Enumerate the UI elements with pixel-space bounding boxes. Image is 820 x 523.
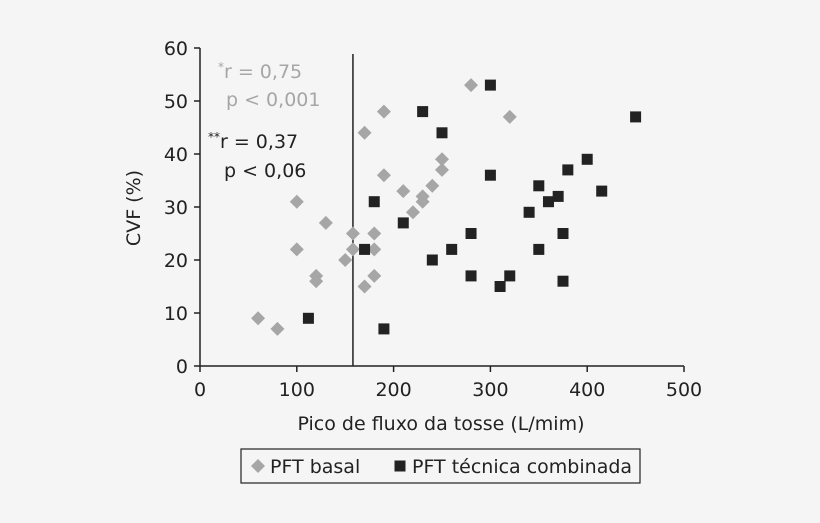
legend-marker-diamond bbox=[251, 459, 265, 473]
data-point-square bbox=[596, 185, 608, 197]
data-point-square bbox=[542, 196, 554, 208]
data-point-diamond bbox=[367, 268, 382, 283]
data-point-square bbox=[533, 180, 545, 192]
data-point-diamond bbox=[345, 242, 360, 257]
annotations: *r = 0,75 p < 0,001 **r = 0,37 p < 0,06 bbox=[208, 60, 320, 182]
x-tick-label: 100 bbox=[279, 379, 315, 401]
legend-label: PFT técnica combinada bbox=[412, 456, 632, 478]
annotation-asterisk: ** bbox=[208, 130, 220, 144]
data-point-square bbox=[436, 127, 448, 139]
data-point-square bbox=[557, 228, 569, 239]
annotation-r-text: r = 0,37 bbox=[220, 131, 298, 153]
axes: 0 10 20 30 40 50 60 0 100 200 300 400 500 bbox=[164, 38, 702, 401]
data-point-square bbox=[552, 190, 564, 202]
data-point-square bbox=[426, 254, 438, 266]
y-tick-label: 40 bbox=[164, 144, 188, 166]
y-axis-title: CVF (%) bbox=[123, 170, 145, 246]
data-point-square bbox=[494, 281, 506, 292]
data-point-square bbox=[523, 206, 535, 218]
series-pft-tecnica-combinada bbox=[302, 79, 642, 335]
y-tick-label: 20 bbox=[164, 250, 188, 272]
data-point-diamond bbox=[396, 184, 411, 199]
data-point-diamond bbox=[357, 279, 372, 294]
legend-marker-square bbox=[394, 460, 406, 472]
data-point-diamond bbox=[464, 78, 479, 93]
data-point-square bbox=[581, 153, 593, 165]
data-point-diamond bbox=[289, 194, 304, 209]
data-point-diamond bbox=[309, 274, 324, 289]
data-point-diamond bbox=[357, 125, 372, 140]
data-point-diamond bbox=[435, 162, 449, 177]
data-point-diamond bbox=[425, 178, 440, 193]
data-point-diamond bbox=[415, 194, 430, 209]
data-point-square bbox=[446, 243, 458, 255]
data-point-square bbox=[417, 106, 429, 118]
data-point-diamond bbox=[502, 109, 517, 124]
data-point-diamond bbox=[367, 226, 382, 241]
y-tick-label: 30 bbox=[164, 197, 188, 219]
data-point-square bbox=[504, 270, 516, 282]
y-tick-label: 10 bbox=[164, 303, 188, 325]
data-point-square bbox=[397, 217, 409, 229]
annotation-asterisk: * bbox=[218, 60, 224, 74]
data-point-square bbox=[533, 243, 545, 255]
x-tick-label: 300 bbox=[472, 379, 508, 401]
data-point-square bbox=[465, 270, 477, 282]
data-point-square bbox=[378, 323, 390, 335]
y-tick-label: 60 bbox=[164, 38, 188, 60]
legend: PFT basal PFT técnica combinada bbox=[240, 448, 641, 484]
annotation-p-value: p < 0,06 bbox=[224, 160, 306, 182]
x-tick-label: 0 bbox=[194, 379, 206, 401]
data-points bbox=[251, 78, 642, 336]
x-axis-title: Pico de fluxo da tosse (L/mim) bbox=[297, 413, 584, 435]
data-point-square bbox=[630, 111, 642, 123]
x-tick-label: 500 bbox=[666, 379, 702, 401]
data-point-square bbox=[484, 79, 496, 91]
data-point-square bbox=[465, 228, 477, 239]
data-point-diamond bbox=[435, 152, 449, 167]
data-point-diamond bbox=[251, 311, 266, 326]
data-point-square bbox=[484, 169, 496, 181]
annotation-r-value: **r = 0,37 bbox=[208, 130, 298, 153]
data-point-square bbox=[557, 275, 569, 287]
data-point-diamond bbox=[367, 242, 382, 257]
annotation-r-value: *r = 0,75 bbox=[218, 60, 302, 83]
x-tick-label: 400 bbox=[569, 379, 605, 401]
data-point-square bbox=[302, 312, 314, 324]
annotation-r-text: r = 0,75 bbox=[224, 61, 302, 83]
data-point-diamond bbox=[376, 168, 391, 183]
y-tick-label: 50 bbox=[164, 91, 188, 113]
x-tick-label: 200 bbox=[375, 379, 411, 401]
series-pft-basal bbox=[251, 78, 517, 336]
data-point-diamond bbox=[270, 321, 285, 336]
data-point-diamond bbox=[376, 104, 391, 119]
legend-label: PFT basal bbox=[270, 456, 360, 478]
data-point-diamond bbox=[345, 226, 360, 241]
data-point-diamond bbox=[338, 253, 353, 267]
y-tick-label: 0 bbox=[176, 356, 188, 378]
data-point-diamond bbox=[405, 205, 420, 220]
annotation-p-value: p < 0,001 bbox=[226, 89, 320, 111]
data-point-diamond bbox=[318, 215, 333, 230]
data-point-square bbox=[368, 196, 380, 208]
data-point-square bbox=[562, 164, 574, 176]
data-point-diamond bbox=[289, 242, 304, 257]
data-point-square bbox=[359, 243, 371, 255]
legend-box bbox=[240, 448, 641, 484]
